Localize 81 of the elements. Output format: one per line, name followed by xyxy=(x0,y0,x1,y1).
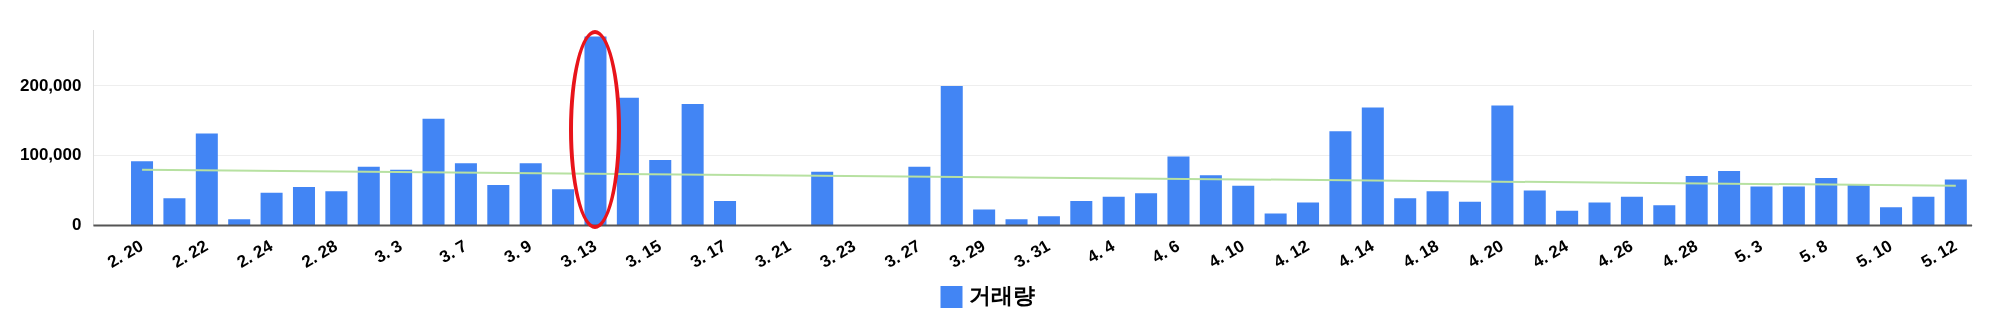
bar xyxy=(1361,107,1384,225)
x-tick-label: 5. 3 xyxy=(1731,236,1766,267)
y-tick-label: 100,000 xyxy=(20,145,82,165)
bar xyxy=(487,184,510,225)
bar xyxy=(163,198,186,225)
bar xyxy=(1199,175,1222,225)
x-tick-label: 4. 24 xyxy=(1529,236,1572,272)
bar xyxy=(908,166,931,225)
bar xyxy=(1394,198,1417,225)
bar xyxy=(390,169,413,225)
bar xyxy=(1718,171,1741,225)
x-tick-label: 4. 6 xyxy=(1148,236,1183,267)
bar xyxy=(1588,202,1611,225)
bar xyxy=(1880,207,1903,225)
bar xyxy=(1232,185,1255,225)
x-tick-label: 2. 24 xyxy=(233,236,277,272)
bar xyxy=(1426,191,1449,225)
y-tick-label: 0 xyxy=(71,215,82,235)
x-tick-label: 3. 23 xyxy=(816,236,859,272)
bar xyxy=(1458,201,1481,225)
bar xyxy=(1847,184,1870,225)
bar xyxy=(1750,186,1773,225)
bar xyxy=(1685,175,1708,225)
bar xyxy=(1556,210,1579,225)
x-tick-label: 5. 12 xyxy=(1917,236,1961,272)
bar xyxy=(1782,186,1805,225)
x-tick-label: 5. 8 xyxy=(1796,236,1831,267)
bar xyxy=(1135,193,1158,225)
bar xyxy=(1653,205,1676,225)
bar xyxy=(325,191,348,225)
x-tick-label: 2. 22 xyxy=(168,236,212,272)
bar xyxy=(973,209,996,225)
bar xyxy=(1070,201,1093,225)
bar xyxy=(1037,216,1060,225)
x-tick-label: 2. 20 xyxy=(104,236,147,272)
bar xyxy=(681,104,704,225)
x-tick-label: 3. 21 xyxy=(751,236,795,272)
x-tick-label: 5. 10 xyxy=(1853,236,1896,272)
bar xyxy=(1944,179,1967,225)
x-tick-label: 4. 26 xyxy=(1594,236,1637,272)
bar xyxy=(131,161,154,225)
x-tick-label: 4. 4 xyxy=(1083,236,1119,267)
bar xyxy=(1491,105,1514,225)
bar xyxy=(1912,196,1935,225)
x-tick-label: 4. 14 xyxy=(1334,236,1378,272)
bar xyxy=(422,118,445,225)
x-tick-label: 4. 20 xyxy=(1464,236,1507,272)
bar xyxy=(649,159,672,225)
x-tick-label: 3. 13 xyxy=(557,236,600,272)
bar xyxy=(1523,190,1546,225)
x-tick-label: 3. 3 xyxy=(371,236,406,267)
bar xyxy=(1167,156,1190,225)
bar xyxy=(1329,131,1352,225)
bar xyxy=(940,85,963,225)
bar xyxy=(1297,202,1320,225)
y-tick-label: 200,000 xyxy=(20,75,82,95)
legend-label: 거래량 xyxy=(968,282,1035,308)
x-tick-label: 4. 10 xyxy=(1205,236,1248,272)
bar xyxy=(260,192,283,225)
bar xyxy=(1102,196,1125,225)
x-tick-label: 3. 29 xyxy=(946,236,989,272)
bar xyxy=(552,189,575,225)
bar xyxy=(1815,178,1838,225)
bar xyxy=(195,133,218,225)
bar xyxy=(292,187,315,225)
x-tick-label: 4. 12 xyxy=(1270,236,1313,272)
bar xyxy=(454,163,477,225)
bar xyxy=(714,201,737,225)
x-tick-label: 4. 28 xyxy=(1658,236,1702,272)
x-tick-label: 3. 27 xyxy=(881,236,924,272)
x-tick-label: 4. 18 xyxy=(1399,236,1442,272)
x-tick-label: 3. 31 xyxy=(1011,236,1054,272)
bar xyxy=(357,166,380,225)
bar xyxy=(811,171,834,225)
x-tick-label: 3. 9 xyxy=(501,236,536,267)
bar xyxy=(519,163,542,225)
x-tick-label: 3. 17 xyxy=(687,236,730,272)
x-tick-label: 2. 28 xyxy=(298,236,341,272)
x-tick-label: 3. 15 xyxy=(622,236,665,272)
x-tick-label: 3. 7 xyxy=(436,236,471,267)
bar xyxy=(1620,196,1643,225)
